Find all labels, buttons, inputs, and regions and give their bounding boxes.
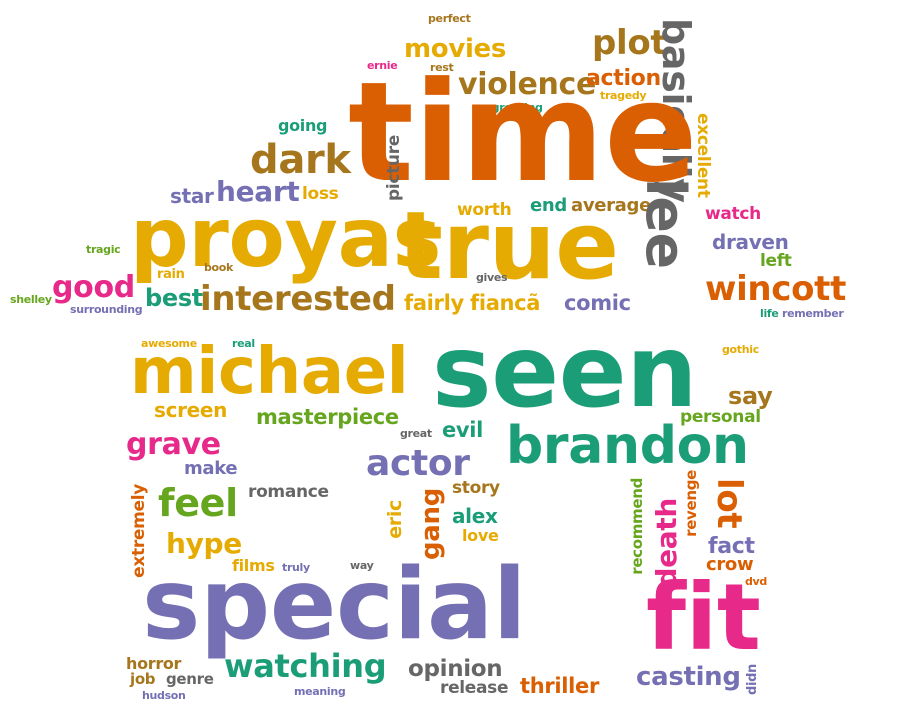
word-fianc: fiancã <box>470 291 541 315</box>
word-recommend: recommend <box>628 478 646 575</box>
word-fact: fact <box>708 534 755 559</box>
word-left: left <box>760 251 792 271</box>
word-love: love <box>462 526 499 545</box>
word-dvd: dvd <box>745 575 767 588</box>
word-plot: plot <box>592 23 667 63</box>
word-michael: michael <box>130 335 409 409</box>
word-life: life <box>760 307 779 320</box>
word-actor: actor <box>366 443 470 484</box>
word-end: end <box>530 195 567 216</box>
word-opinion: opinion <box>408 656 503 682</box>
word-time: time <box>348 52 698 213</box>
word-evil: evil <box>442 418 484 442</box>
word-didn: didn <box>745 664 760 696</box>
word-gothic: gothic <box>722 343 759 356</box>
word-job: job <box>130 670 156 688</box>
word-true: true <box>398 192 619 301</box>
word-wincott: wincott <box>705 269 847 309</box>
word-personal: personal <box>680 407 761 427</box>
word-surrounding: surrounding <box>70 303 143 316</box>
word-say: say <box>728 382 773 410</box>
word-watch: watch <box>705 204 761 224</box>
word-fairly: fairly <box>404 291 464 315</box>
word-proyas: proyas <box>130 191 442 286</box>
word-special: special <box>142 548 527 662</box>
word-action: action <box>586 66 661 91</box>
word-eric: eric <box>384 500 406 539</box>
word-rain: rain <box>157 267 185 282</box>
word-lot: lot <box>709 478 749 529</box>
word-brandon: brandon <box>506 416 749 476</box>
word-seen: seen <box>432 313 698 430</box>
word-basically: basically <box>654 18 698 203</box>
word-gives: gives <box>476 271 508 284</box>
word-lee: lee <box>634 178 697 269</box>
word-masterpiece: masterpiece <box>256 405 399 429</box>
word-star: star <box>170 184 214 208</box>
word-casting: casting <box>636 662 741 692</box>
word-movies: movies <box>404 34 507 64</box>
word-shelley: shelley <box>10 293 52 306</box>
word-violence: violence <box>458 67 597 102</box>
word-perfect: perfect <box>428 12 471 25</box>
word-worth: worth <box>457 200 512 220</box>
word-awesome: awesome <box>141 337 197 350</box>
word-meaning: meaning <box>294 685 346 698</box>
word-truly: truly <box>282 561 310 574</box>
word-feel: feel <box>158 481 238 525</box>
word-revenge: revenge <box>682 470 700 537</box>
word-book: book <box>204 261 234 274</box>
word-fit: fit <box>646 564 761 671</box>
word-genre: genre <box>166 670 214 688</box>
word-ernie: ernie <box>367 59 398 72</box>
word-great: great <box>400 427 432 440</box>
word-watching: watching <box>224 647 387 685</box>
word-tragedy: tragedy <box>600 89 647 102</box>
word-romance: romance <box>248 482 329 502</box>
word-good: good <box>52 270 135 305</box>
word-best: best <box>145 284 203 312</box>
word-way: way <box>350 559 374 572</box>
word-comic: comic <box>564 291 631 315</box>
word-excellent: excellent <box>693 113 713 198</box>
word-dark: dark <box>250 137 351 183</box>
word-average: average <box>571 195 651 216</box>
word-interested: interested <box>200 279 396 319</box>
word-engrossing: engrossing <box>477 101 543 114</box>
word-going: going <box>278 116 328 135</box>
word-hype: hype <box>166 527 242 560</box>
word-remember: remember <box>782 307 844 320</box>
word-grave: grave <box>126 427 221 462</box>
word-thriller: thriller <box>520 674 599 698</box>
word-alex: alex <box>452 504 498 528</box>
word-heart: heart <box>216 175 300 208</box>
word-loss: loss <box>302 184 339 204</box>
word-real: real <box>232 337 255 350</box>
word-horror: horror <box>126 654 182 673</box>
word-release: release <box>440 678 509 698</box>
word-story: story <box>452 478 500 498</box>
word-screen: screen <box>154 398 228 422</box>
word-tragic: tragic <box>86 243 121 256</box>
word-rest: rest <box>430 61 454 74</box>
word-draven: draven <box>712 230 789 254</box>
word-hudson: hudson <box>142 689 186 702</box>
word-crow: crow <box>706 554 754 575</box>
word-films: films <box>232 556 275 575</box>
word-make: make <box>184 458 238 479</box>
